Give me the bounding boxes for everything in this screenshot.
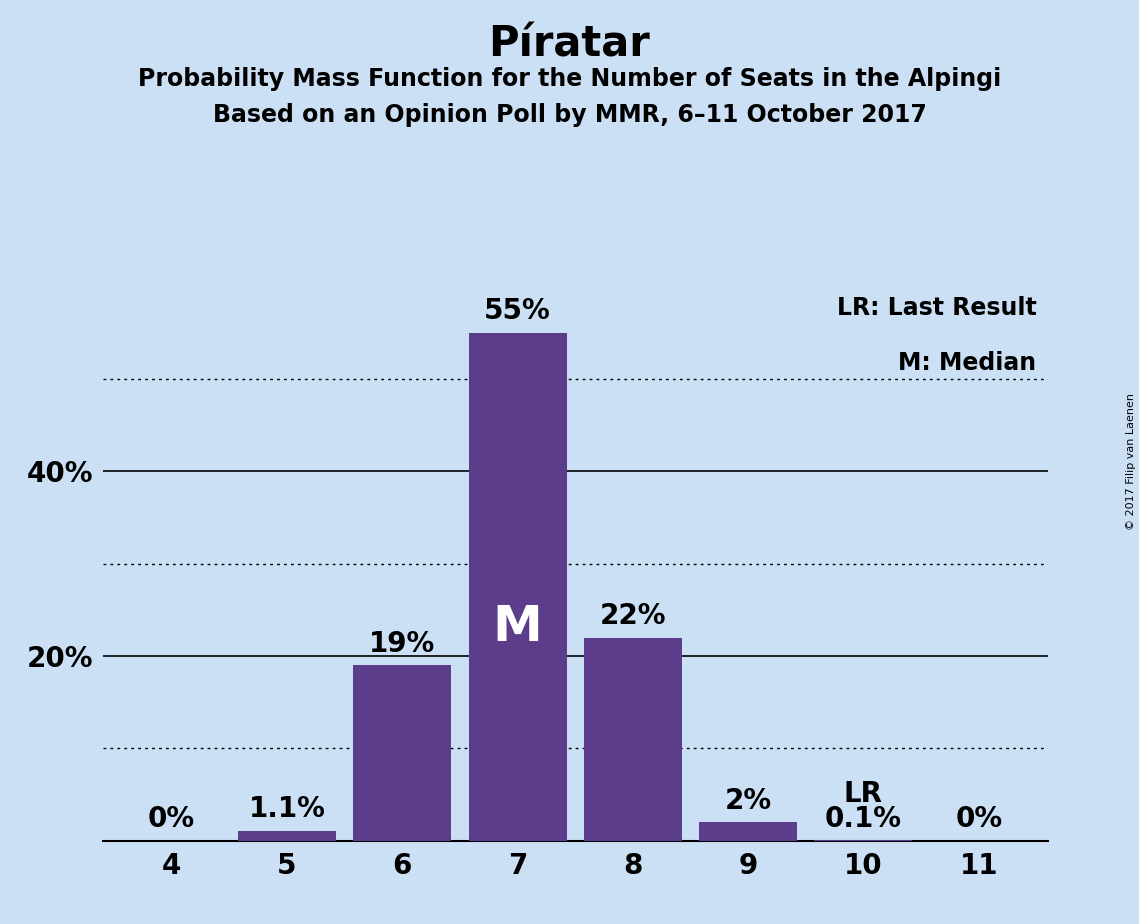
Text: Based on an Opinion Poll by MMR, 6–11 October 2017: Based on an Opinion Poll by MMR, 6–11 Oc… [213, 103, 926, 128]
Text: Píratar: Píratar [489, 23, 650, 65]
Text: 2%: 2% [724, 787, 772, 815]
Text: 22%: 22% [599, 602, 666, 630]
Text: © 2017 Filip van Laenen: © 2017 Filip van Laenen [1126, 394, 1136, 530]
Bar [468, 333, 566, 841]
Text: 55%: 55% [484, 298, 551, 325]
Bar [238, 831, 336, 841]
Bar [584, 638, 682, 841]
Text: 19%: 19% [369, 630, 435, 658]
Text: LR: LR [844, 780, 883, 808]
Text: 0.1%: 0.1% [825, 805, 902, 833]
Text: M: M [493, 603, 542, 651]
Text: Probability Mass Function for the Number of Seats in the Alpingi: Probability Mass Function for the Number… [138, 67, 1001, 91]
Text: LR: Last Result: LR: Last Result [837, 296, 1036, 320]
Bar [699, 822, 797, 841]
Text: M: Median: M: Median [899, 351, 1036, 375]
Text: 0%: 0% [956, 806, 1002, 833]
Text: 1.1%: 1.1% [248, 796, 326, 823]
Text: 0%: 0% [148, 806, 195, 833]
Bar [353, 665, 451, 841]
Bar [814, 840, 912, 841]
